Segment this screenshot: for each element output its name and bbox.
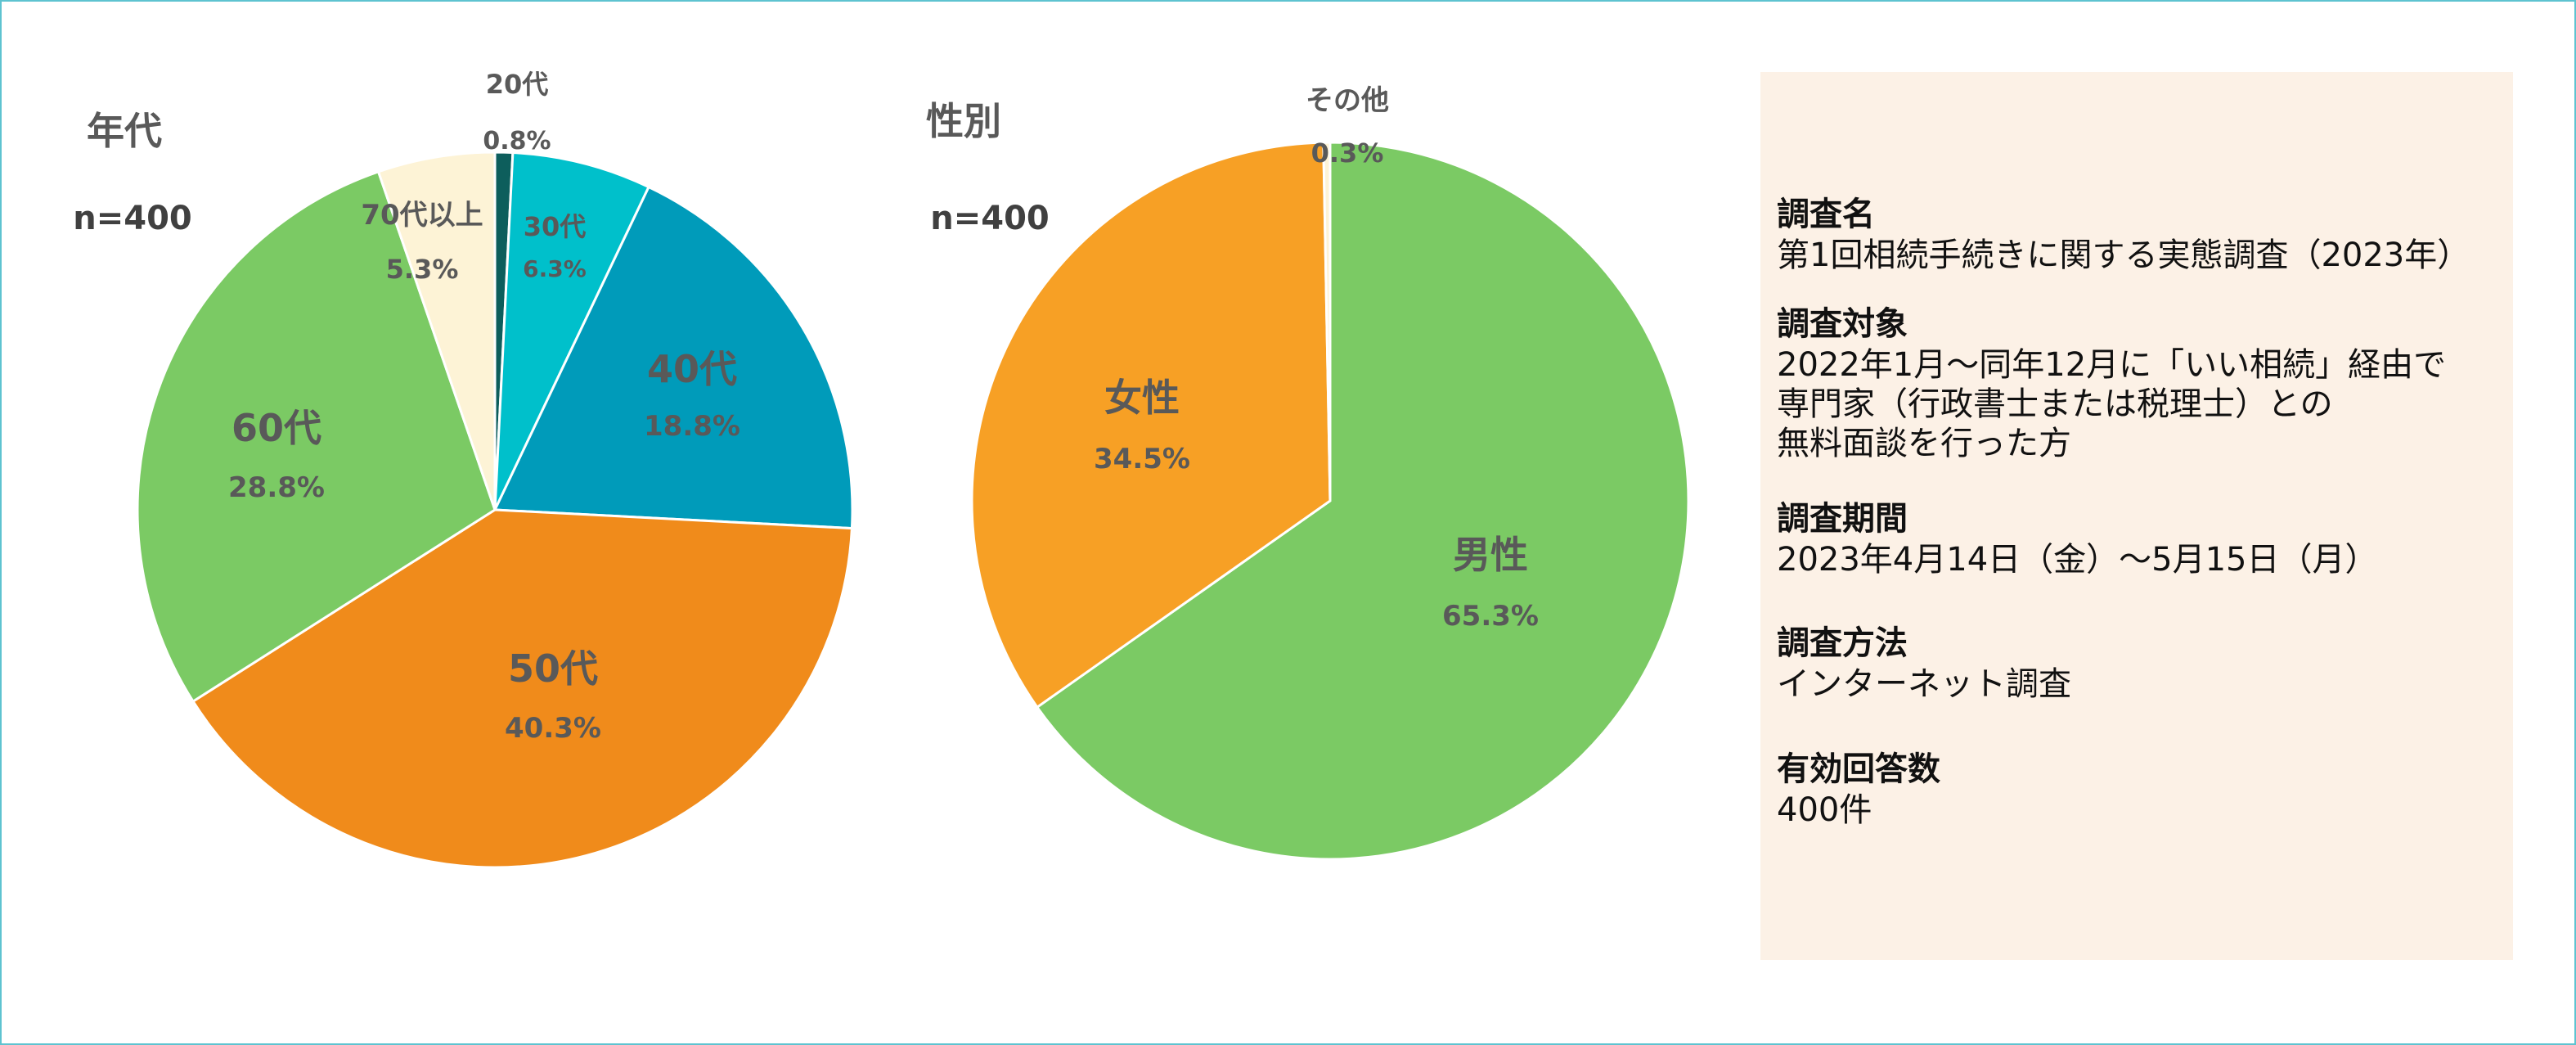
slice-value-label: 65.3% xyxy=(1442,600,1539,633)
slice-value-label: 0.3% xyxy=(1311,137,1384,169)
pie-slice xyxy=(492,185,854,530)
info-body: 2023年4月14日（金）～5月15日（月） xyxy=(1777,541,2378,579)
info-body: 2022年1月～同年12月に「いい相続」経由で 専門家（行政書士または税理士）と… xyxy=(1777,346,2447,462)
slice-value-label: 5.3% xyxy=(386,254,459,285)
info-heading: 調査対象 xyxy=(1777,305,1908,343)
charts-canvas: 年代 n=400 20代 0.8% 30代 6.3% 40代 18.8% 50代 40.3% 60代… xyxy=(73,69,1690,869)
info-section-target: 調査対象 2022年1月～同年12月に「いい相続」経由で 専門家（行政書士または… xyxy=(1777,303,2505,463)
pie-chart-1: 年代 n=400 20代 0.8% 30代 6.3% 40代 18.8% 50代 40.3% 60代… xyxy=(73,69,854,869)
info-section-responses: 有効回答数 400件 xyxy=(1777,748,2505,830)
pie-slice xyxy=(191,508,853,869)
slice-category-label: 男性 xyxy=(1453,533,1528,577)
slice-category-label: 70代以上 xyxy=(361,199,483,232)
slice-value-label: 6.3% xyxy=(523,255,587,282)
slice-value-label: 28.8% xyxy=(228,471,325,504)
info-section-period: 調査期間 2023年4月14日（金）～5月15日（月） xyxy=(1777,498,2505,579)
chart-title: 年代 xyxy=(87,109,162,153)
info-body: 400件 xyxy=(1777,791,1872,829)
slice-category-label: 60代 xyxy=(232,406,321,450)
info-body: インターネット調査 xyxy=(1777,665,2071,703)
slice-category-label: 40代 xyxy=(647,347,737,391)
info-heading: 調査名 xyxy=(1777,196,1875,233)
chart-sample-size: n=400 xyxy=(73,200,192,237)
info-heading: 有効回答数 xyxy=(1777,750,1940,788)
chart-sample-size: n=400 xyxy=(930,200,1050,237)
slice-value-label: 0.8% xyxy=(483,127,551,155)
pie-chart-2: 性別 n=400 男性 65.3% 女性 34.5% その他 0.3% xyxy=(926,84,1690,861)
slice-category-label: 20代 xyxy=(486,69,549,100)
pie-slice xyxy=(970,141,1332,709)
pie-slice xyxy=(493,151,651,511)
info-section-method: 調査方法 インターネット調査 xyxy=(1777,622,2505,704)
info-heading: 調査期間 xyxy=(1777,500,1908,538)
slice-value-label: 34.5% xyxy=(1094,443,1190,475)
info-section-survey-name: 調査名 第1回相続手続きに関する実態調査（2023年） xyxy=(1777,193,2505,275)
info-heading: 調査方法 xyxy=(1777,624,1908,662)
slice-category-label: 女性 xyxy=(1104,376,1180,420)
chart-title: 性別 xyxy=(926,99,1001,143)
pie-slice xyxy=(1035,141,1690,861)
slice-value-label: 40.3% xyxy=(505,712,601,745)
info-body: 第1回相続手続きに関する実態調査（2023年） xyxy=(1777,236,2470,274)
pie-slice xyxy=(376,151,497,511)
slice-category-label: その他 xyxy=(1306,84,1389,117)
pie-slice xyxy=(1322,141,1332,502)
slice-category-label: 30代 xyxy=(524,211,587,242)
pie-slice xyxy=(136,169,497,704)
slice-value-label: 18.8% xyxy=(644,410,740,443)
slice-category-label: 50代 xyxy=(508,646,598,691)
survey-info-box: 調査名 第1回相続手続きに関する実態調査（2023年） 調査対象 2022年1月… xyxy=(1760,72,2513,960)
